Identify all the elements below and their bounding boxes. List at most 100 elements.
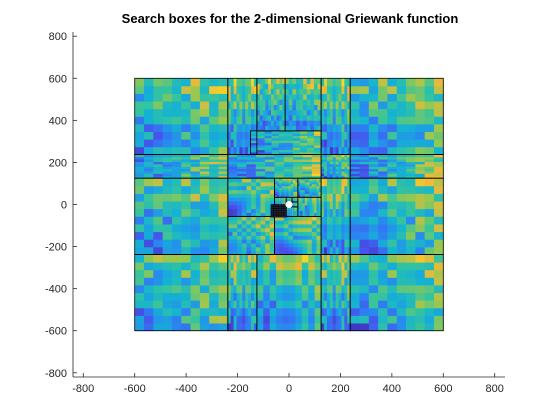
- heat-cell: [271, 125, 275, 132]
- heat-cell: [218, 163, 229, 167]
- heat-cell: [260, 243, 266, 248]
- heat-cell: [290, 201, 292, 202]
- heat-cell: [344, 108, 348, 117]
- heat-cell: [433, 254, 444, 263]
- heat-cell: [181, 285, 191, 294]
- heat-cell: [171, 201, 182, 210]
- heat-cell: [295, 203, 297, 205]
- heat-cell: [359, 315, 370, 324]
- heat-cell: [290, 197, 292, 199]
- heat-cell: [255, 189, 261, 194]
- heat-cell: [271, 145, 280, 148]
- heat-cell: [286, 214, 288, 216]
- heat-cell: [309, 206, 313, 210]
- heat-cell: [190, 175, 201, 179]
- heat-cell: [250, 140, 258, 144]
- heat-cell: [162, 254, 173, 263]
- heat-cell: [269, 307, 277, 316]
- heat-cell: [293, 202, 295, 204]
- heat-cell: [218, 292, 229, 301]
- heat-cell: [162, 239, 173, 248]
- heat-cell: [286, 209, 288, 212]
- heat-cell: [286, 211, 288, 213]
- heat-cell: [269, 250, 275, 255]
- heat-cell: [316, 189, 320, 192]
- heat-cell: [335, 216, 339, 225]
- heat-cell: [326, 201, 331, 210]
- search-box-fine: [278, 208, 282, 212]
- heat-cell: [293, 208, 295, 211]
- heat-cell: [218, 262, 229, 271]
- heat-cell: [424, 139, 435, 148]
- heat-cell: [387, 116, 398, 125]
- heat-cell: [230, 146, 235, 155]
- heat-cell: [279, 201, 281, 203]
- heat-cell: [134, 208, 145, 217]
- heat-cell: [415, 185, 426, 194]
- heat-cell: [332, 85, 337, 94]
- heat-cell: [378, 116, 388, 125]
- heat-cell: [293, 195, 296, 198]
- heat-cell: [286, 199, 288, 201]
- y-tick-label: 200: [49, 157, 67, 169]
- heat-cell: [279, 246, 285, 252]
- heat-cell: [296, 199, 298, 201]
- box-fill: [350, 254, 444, 332]
- heat-cell: [271, 78, 275, 84]
- heat-cell: [324, 78, 328, 87]
- heat-cell: [282, 125, 286, 132]
- heat-cell: [134, 166, 145, 170]
- heat-cell: [306, 109, 311, 116]
- heat-cell: [341, 166, 345, 170]
- heat-cell: [295, 207, 298, 210]
- heat-cell: [316, 204, 320, 208]
- heat-cell: [299, 109, 304, 116]
- heat-cell: [308, 254, 316, 263]
- heat-cell: [293, 197, 295, 199]
- heat-cell: [153, 254, 164, 263]
- heat-cell: [199, 93, 210, 102]
- heat-cell: [293, 239, 299, 244]
- heat-cell: [162, 201, 173, 210]
- heat-cell: [279, 231, 285, 236]
- heat-cell: [335, 139, 339, 148]
- heat-cell: [290, 209, 293, 212]
- heat-cell: [230, 139, 235, 148]
- heat-cell: [218, 300, 229, 309]
- heat-cell: [277, 200, 280, 202]
- heat-cell: [246, 166, 257, 170]
- heat-cell: [251, 182, 257, 187]
- heat-cell: [289, 269, 296, 278]
- heat-cell: [296, 199, 298, 201]
- heat-cell: [265, 78, 269, 84]
- heat-cell: [280, 200, 282, 202]
- heat-cell: [378, 159, 388, 162]
- heat-cell: [279, 197, 281, 199]
- heat-cell: [253, 262, 258, 271]
- heat-cell: [368, 239, 379, 248]
- heat-cell: [378, 175, 388, 179]
- heat-cell: [335, 163, 339, 167]
- heat-cell: [309, 201, 313, 204]
- heat-cell: [329, 163, 334, 167]
- heat-cell: [256, 269, 264, 278]
- heat-cell: [199, 315, 210, 324]
- heat-cell: [239, 108, 243, 117]
- heat-cell: [255, 171, 266, 174]
- heat-cell: [341, 201, 345, 210]
- heat-cell: [307, 135, 315, 139]
- heat-cell: [424, 131, 435, 140]
- heat-cell: [297, 239, 303, 244]
- heat-cell: [271, 130, 280, 134]
- heat-cell: [242, 146, 246, 155]
- heat-cell: [292, 197, 294, 199]
- heat-cell: [335, 300, 339, 309]
- heat-cell: [153, 166, 164, 170]
- heat-cell: [387, 139, 398, 148]
- heat-cell: [293, 182, 296, 185]
- heat-cell: [307, 224, 313, 229]
- heat-cell: [153, 178, 164, 187]
- search-box-fine: [270, 206, 274, 209]
- heat-cell: [329, 185, 334, 194]
- heat-cell: [290, 211, 293, 213]
